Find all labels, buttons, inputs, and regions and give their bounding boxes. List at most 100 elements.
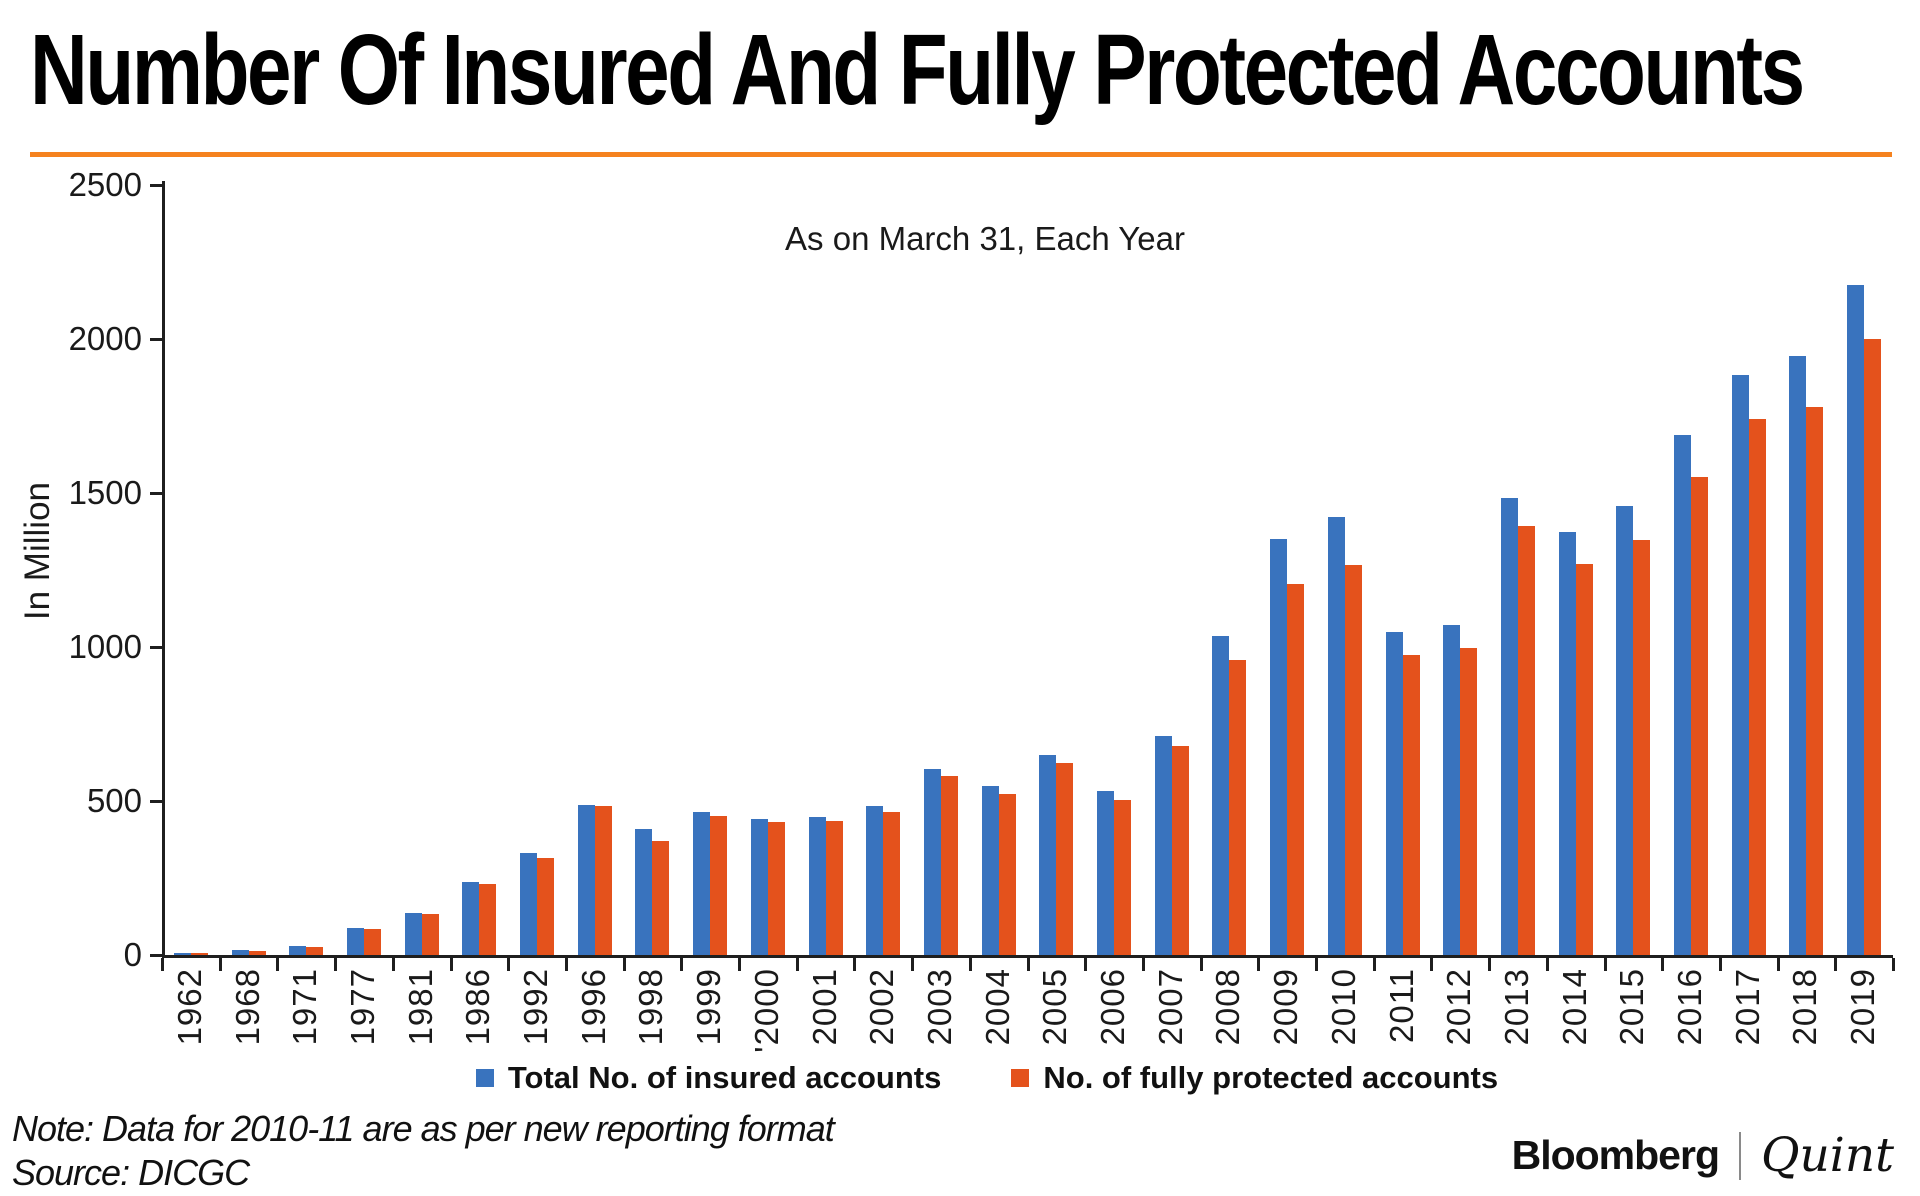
bar-insured-1999: [693, 812, 711, 955]
bar-insured-2003: [923, 769, 941, 955]
bar-protected-2019: [1864, 339, 1882, 955]
bar-insured-2017: [1731, 375, 1749, 955]
x-tick: [1430, 958, 1434, 971]
bar-protected-1971: [306, 947, 324, 955]
bar-protected-2011: [1402, 655, 1420, 955]
title-accent-rule: [30, 152, 1892, 157]
bar-insured-2001: [808, 817, 826, 955]
x-label-2001: 2001: [805, 968, 843, 1046]
x-label-1981: 1981: [401, 968, 439, 1046]
bar-protected-2016: [1691, 477, 1709, 955]
bar-insured-2019: [1847, 285, 1865, 955]
x-label-2008: 2008: [1209, 968, 1247, 1046]
x-tick: [1718, 958, 1722, 971]
bar-insured-1996: [577, 805, 595, 955]
x-label-2009: 2009: [1267, 968, 1305, 1046]
bar-protected-2005: [1056, 763, 1074, 955]
x-tick: [1141, 958, 1145, 971]
bar-protected-1999: [710, 816, 728, 955]
bar-insured-1998: [635, 829, 653, 955]
x-label-2018: 2018: [1786, 968, 1824, 1046]
x-label-2015: 2015: [1613, 968, 1651, 1046]
x-tick: [1084, 958, 1088, 971]
legend: Total No. of insured accounts No. of ful…: [162, 1060, 1812, 1096]
x-tick: [911, 958, 915, 971]
bar-insured-1968: [231, 950, 249, 955]
x-label-2006: 2006: [1094, 968, 1132, 1046]
legend-item-insured: Total No. of insured accounts: [475, 1060, 942, 1096]
y-tick-0: [150, 954, 163, 957]
x-tick: [276, 958, 280, 971]
bar-insured-2015: [1616, 506, 1634, 955]
bar-protected-2018: [1806, 407, 1824, 955]
bar-protected-2015: [1633, 540, 1651, 955]
x-label-1998: 1998: [632, 968, 670, 1046]
x-tick: [1199, 958, 1203, 971]
bar-insured-2012: [1443, 625, 1461, 955]
x-label-1999: 1999: [690, 968, 728, 1046]
source-note: Source: DICGC: [12, 1152, 250, 1193]
chart-subtitle: As on March 31, Each Year: [785, 220, 1185, 257]
bar-protected-2017: [1748, 419, 1766, 955]
x-tick: [795, 958, 799, 971]
bar-protected-2006: [1114, 800, 1132, 955]
x-label-2011: 2011: [1382, 968, 1420, 1043]
bar-insured-2007: [1154, 736, 1172, 955]
x-tick: [1372, 958, 1376, 971]
bar-protected-2012: [1460, 648, 1478, 955]
bar-protected-2008: [1229, 660, 1247, 955]
bar-insured-2010: [1327, 517, 1345, 955]
x-label-2005: 2005: [1036, 968, 1074, 1046]
x-tick: [391, 958, 395, 971]
x-tick: [334, 958, 338, 971]
bar-protected-1962: [190, 953, 208, 955]
y-tick-500: [150, 800, 163, 803]
x-tick: [680, 958, 684, 971]
x-tick: [1776, 958, 1780, 971]
bar-insured-2018: [1789, 356, 1807, 955]
x-tick: [1603, 958, 1607, 971]
y-tick-label-500: 500: [86, 782, 142, 819]
bar-insured-1981: [404, 913, 422, 955]
bar-protected-1968: [248, 951, 266, 955]
bar-insured-1962: [173, 953, 191, 955]
x-tick: [1026, 958, 1030, 971]
y-tick-2500: [150, 184, 163, 187]
bar-protected-2004: [998, 794, 1016, 955]
bar-protected-2000: [767, 822, 785, 955]
bar-protected-2007: [1171, 746, 1189, 955]
y-tick-2000: [150, 338, 163, 341]
branding: Bloomberg Quint: [1512, 1128, 1894, 1183]
bar-protected-2009: [1287, 584, 1305, 955]
x-label-1996: 1996: [574, 968, 612, 1046]
y-axis-line: [162, 181, 165, 958]
x-tick: [564, 958, 568, 971]
legend-label-insured: Total No. of insured accounts: [507, 1060, 942, 1095]
bar-insured-2000: [750, 819, 768, 955]
bar-protected-2014: [1575, 564, 1593, 955]
page-title: Number Of Insured And Fully Protected Ac…: [30, 14, 1805, 126]
bar-insured-2008: [1212, 636, 1230, 955]
brand-separator: [1739, 1131, 1741, 1180]
bar-insured-2009: [1270, 539, 1288, 955]
bar-insured-2002: [866, 806, 884, 955]
y-tick-label-2500: 2500: [68, 166, 142, 203]
bar-insured-1971: [289, 946, 307, 955]
bar-insured-1992: [520, 853, 538, 955]
x-label-1992: 1992: [517, 968, 555, 1046]
x-tick: [449, 958, 453, 971]
x-label-2014: 2014: [1555, 968, 1593, 1046]
x-tick: [507, 958, 511, 971]
x-label-1962: 1962: [170, 968, 208, 1046]
y-tick-1000: [150, 646, 163, 649]
bar-insured-2004: [981, 786, 999, 955]
bar-protected-2001: [825, 821, 843, 955]
x-tick: [622, 958, 626, 971]
x-tick: [1545, 958, 1549, 971]
x-label-2013: 2013: [1497, 968, 1535, 1046]
x-label-2017: 2017: [1728, 968, 1766, 1046]
x-tick: [1257, 958, 1261, 971]
bar-protected-1996: [594, 806, 612, 955]
x-label-2002: 2002: [863, 968, 901, 1046]
